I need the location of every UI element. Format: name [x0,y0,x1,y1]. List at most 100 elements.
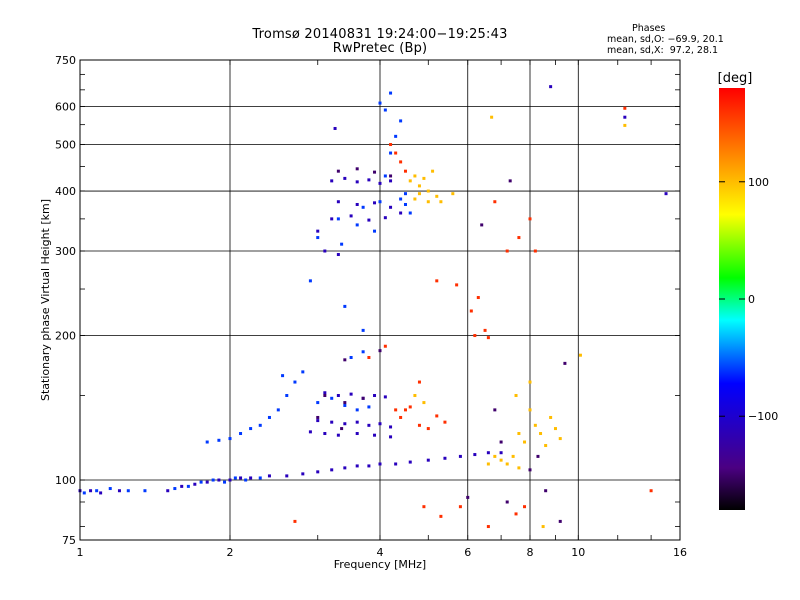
x-tick-label: 8 [527,546,534,559]
data-point [205,480,209,484]
y-tick-label: 200 [55,330,76,343]
data-point [563,361,567,365]
data-point [536,454,540,458]
data-point [89,489,93,493]
data-point [403,202,407,206]
data-point [486,525,490,529]
x-tick-label: 4 [377,546,384,559]
data-point [355,408,359,412]
data-point [399,211,403,215]
data-point [367,178,371,182]
data-point [383,395,387,399]
data-point [336,433,340,437]
data-point [355,167,359,171]
data-point [361,350,365,354]
data-point [316,401,320,405]
data-point [528,408,532,412]
data-point [349,214,353,218]
data-point [323,249,327,253]
data-point [523,505,527,509]
data-point [378,349,382,353]
data-point [486,336,490,340]
data-point [517,236,521,240]
data-point [336,200,340,204]
data-point [99,491,103,495]
data-point [267,415,271,419]
data-point [373,433,377,437]
data-point [308,279,312,283]
data-point [186,484,190,488]
colorbar-tick-label: 100 [748,176,769,189]
data-point [403,169,407,173]
data-point [343,422,347,426]
data-point [514,512,518,516]
data-point [205,440,209,444]
data-point [435,414,439,418]
data-point [267,474,271,478]
data-point [483,328,487,332]
axis-ticks: 1 2 4 6 8 10 16 75 100 200 300 400 500 600 750 [55,54,687,559]
data-point [490,115,494,119]
data-point [95,489,99,493]
colorbar-label: [deg] [718,71,753,86]
data-point [486,451,490,455]
data-point [389,143,393,147]
data-point [394,151,398,155]
data-point [316,419,320,423]
data-point [373,201,377,205]
data-point [389,179,393,183]
data-point [239,432,243,436]
data-point [389,435,393,439]
data-point [480,223,484,227]
data-point [233,476,237,480]
data-point [82,491,86,495]
y-tick-label: 600 [55,101,76,114]
data-point [373,170,377,174]
data-point [276,408,280,412]
data-point [378,422,382,426]
data-point [228,478,232,482]
data-point [549,85,553,89]
data-point [505,500,509,504]
data-point [333,126,337,130]
phase-stats-o-mode: mean, sd,O: −69.9, 20.1 [607,34,724,45]
data-point [228,437,232,441]
data-point [399,415,403,419]
data-point [422,176,426,180]
y-axis-label: Stationary phase Virtual Height [km] [39,199,52,401]
data-point [439,200,443,204]
y-tick-label: 750 [55,54,76,67]
data-point [323,394,327,398]
data-point [373,394,377,398]
data-point [544,489,548,493]
data-point [301,472,305,476]
data-point [408,211,412,215]
data-point [389,205,393,209]
data-point [166,489,170,493]
plot-grid [80,60,680,540]
data-point [330,468,334,472]
y-tick-label: 300 [55,245,76,258]
data-point [293,380,297,384]
data-point [336,253,340,257]
data-point [367,423,371,427]
data-point [316,470,320,474]
data-point [486,462,490,466]
data-point [389,425,393,429]
data-point [473,453,477,457]
data-point [383,344,387,348]
data-point [544,444,548,448]
data-point [389,174,393,178]
data-point [403,192,407,196]
data-point [343,466,347,470]
data-point [417,423,421,427]
data-point [355,223,359,227]
data-point [355,202,359,206]
data-point [126,489,130,493]
colorbar-tick-label: −100 [748,410,778,423]
data-point [293,519,297,523]
data-point [623,106,627,110]
phase-stats-x-mode: mean, sd,X: 97.2, 28.1 [607,45,719,56]
data-point [343,401,347,405]
